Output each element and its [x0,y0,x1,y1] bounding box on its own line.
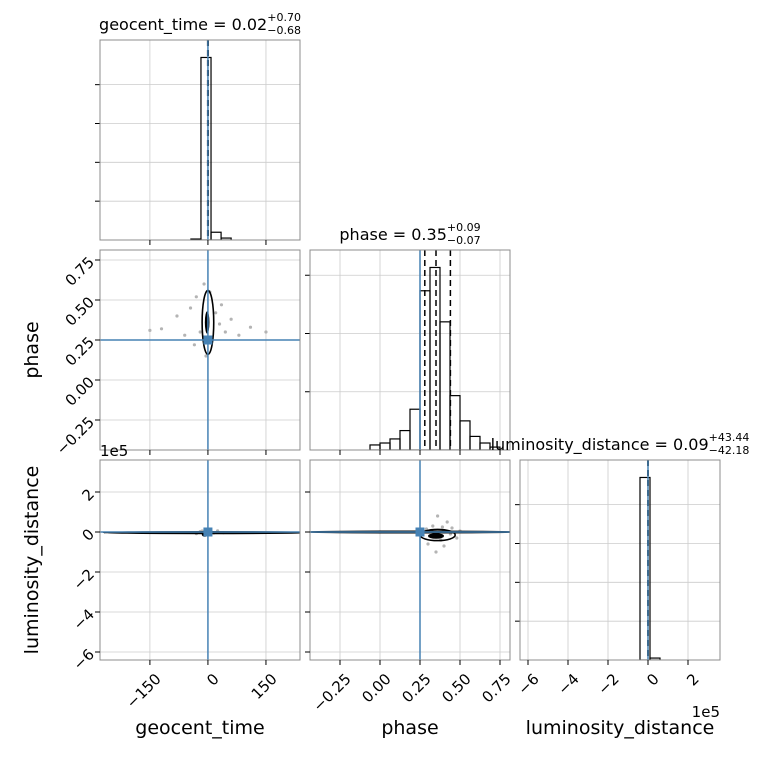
hist-bar [639,476,651,660]
panel-title: phase = 0.35 [339,225,446,244]
hist-bar [449,395,461,450]
sample-point [219,303,224,307]
hist-bar [399,429,411,450]
sample-point [192,343,196,347]
hist-bar [200,56,212,240]
x-tick-label: 0.25 [398,670,434,706]
x-axis-label: geocent_time [135,717,264,739]
sample-point [175,314,179,318]
panel-frame [99,249,301,451]
panel [310,460,510,660]
y-axis-label: luminosity_distance [21,466,43,655]
x-tick-label: 2 [683,670,702,689]
hist-bar [469,435,481,450]
sample-point [217,322,222,326]
title-lower: −42.18 [709,444,750,457]
y-tick-label: −6 [70,645,98,673]
y-tick-label: 0.25 [62,333,98,369]
sample-point [426,542,430,546]
sample-point [440,525,444,529]
x-tick-label: −2 [594,670,622,698]
sample-point [445,520,449,524]
y-tick-label: 0.50 [62,293,98,329]
hist-bar [459,420,471,450]
title-upper: +43.44 [709,431,750,444]
y-tick-label: 2 [79,485,98,504]
offset-label: 1e5 [100,442,128,460]
hist-bar [479,442,491,450]
x-tick-label: −4 [554,670,582,698]
contour-core [428,533,444,539]
y-tick-label: 0 [79,525,98,544]
x-tick-label: 0 [643,670,662,689]
x-tick-label: 0.50 [438,670,474,706]
sample-point [194,295,198,299]
y-tick-label: 0.75 [62,253,98,289]
x-tick-label: −6 [514,670,542,698]
title-lower: −0.07 [447,234,481,247]
title-upper: +0.09 [447,221,481,234]
x-axis-label: luminosity_distance [526,717,715,739]
x-axis-label: phase [381,717,438,739]
sample-point [450,526,454,530]
panel-title: geocent_time = 0.02 [99,15,267,35]
hist-bar [429,266,441,450]
x-tick-label: 0.75 [478,670,514,706]
panel [520,460,720,660]
panel [100,460,300,660]
truth-marker [203,527,213,537]
y-tick-label: −0.25 [53,413,98,458]
sample-point [223,330,227,334]
hist-bar [369,444,381,450]
sample-point [436,514,440,518]
panel-frame [519,459,721,661]
sample-point [188,306,193,310]
sample-point [431,524,435,528]
panel-title: luminosity_distance = 0.09 [491,435,709,455]
x-tick-label: 0 [203,670,222,689]
sample-point [434,550,438,554]
truth-marker [203,335,213,345]
panel-frame [309,249,511,451]
hist-bar [210,231,222,240]
panel [100,250,300,450]
sample-point [204,354,208,358]
hist-bar [389,438,401,450]
sample-point [237,333,241,337]
sample-point [183,333,187,337]
x-tick-label: 150 [248,670,281,703]
sample-point [214,311,218,315]
hist-bar [379,442,391,450]
offset-label: 1e5 [692,703,720,721]
sample-point [198,330,202,334]
x-tick-label: −0.25 [310,670,355,715]
panel-frame [99,459,301,661]
contour-core [204,311,210,334]
hist-bar [220,237,232,240]
sample-point [442,544,446,548]
sample-point [148,328,152,332]
sample-point [264,330,268,334]
title-lower: −0.68 [267,24,301,37]
y-tick-label: −2 [70,565,98,593]
panel [100,40,300,240]
hist-bar [439,321,451,450]
x-tick-label: 0.00 [358,670,394,706]
sample-point [159,327,164,331]
x-tick-label: −150 [123,670,165,712]
title-upper: +0.70 [267,11,301,24]
panel [310,250,510,450]
sample-point [229,317,233,321]
truth-marker [415,527,425,537]
panel-frame [99,39,301,241]
sample-point [455,536,459,540]
sample-point [248,325,253,329]
sample-point [202,282,206,286]
hist-bar [409,408,421,450]
y-axis-label: phase [21,321,43,378]
y-tick-label: −4 [70,605,98,633]
panel-frame [309,459,511,661]
y-tick-label: 0.00 [62,373,98,409]
